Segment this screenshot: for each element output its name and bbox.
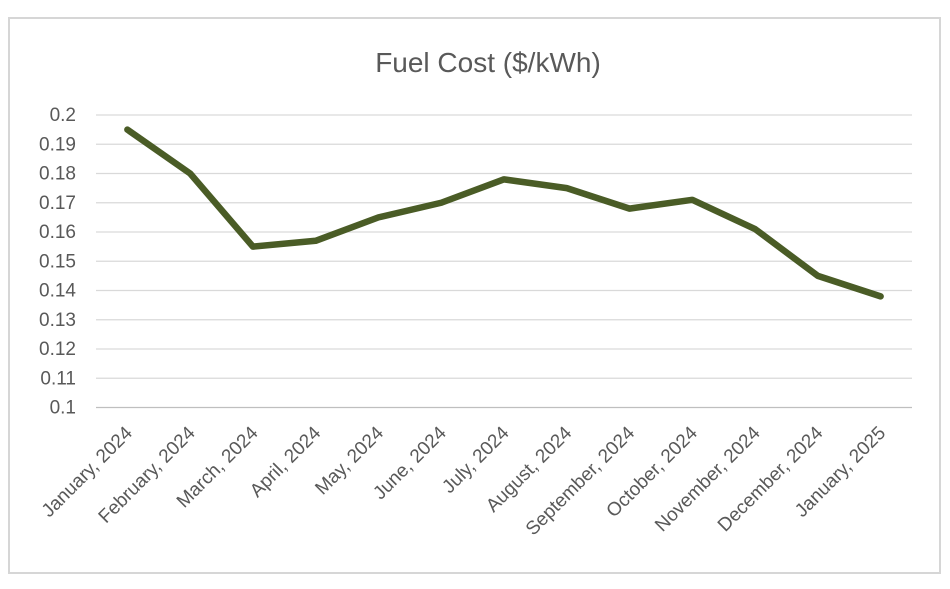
y-tick-label: 0.16 bbox=[39, 222, 76, 243]
y-tick-label: 0.18 bbox=[39, 164, 76, 185]
y-tick-label: 0.12 bbox=[39, 339, 76, 360]
y-tick-label: 0.15 bbox=[39, 251, 76, 272]
y-tick-label: 0.2 bbox=[50, 105, 76, 126]
y-tick-label: 0.13 bbox=[39, 310, 76, 331]
y-tick-label: 0.1 bbox=[50, 398, 76, 419]
y-tick-label: 0.11 bbox=[40, 368, 76, 389]
fuel-cost-series-line bbox=[124, 126, 884, 300]
chart-border bbox=[8, 17, 941, 574]
gridlines-group bbox=[96, 114, 912, 409]
y-tick-label: 0.14 bbox=[39, 281, 76, 302]
x-tick-label: November, 2024 bbox=[651, 422, 765, 536]
y-tick-label: 0.17 bbox=[39, 193, 76, 214]
x-tick-label: September, 2024 bbox=[522, 422, 639, 539]
y-axis-labels: 0.2 0.19 0.18 0.17 0.16 0.15 0.14 0.13 0.12 0.11 0… bbox=[39, 105, 76, 419]
x-tick-label: December, 2024 bbox=[714, 422, 828, 536]
chart-title: Fuel Cost ($/kWh) bbox=[375, 47, 601, 78]
y-tick-label: 0.19 bbox=[39, 134, 76, 155]
